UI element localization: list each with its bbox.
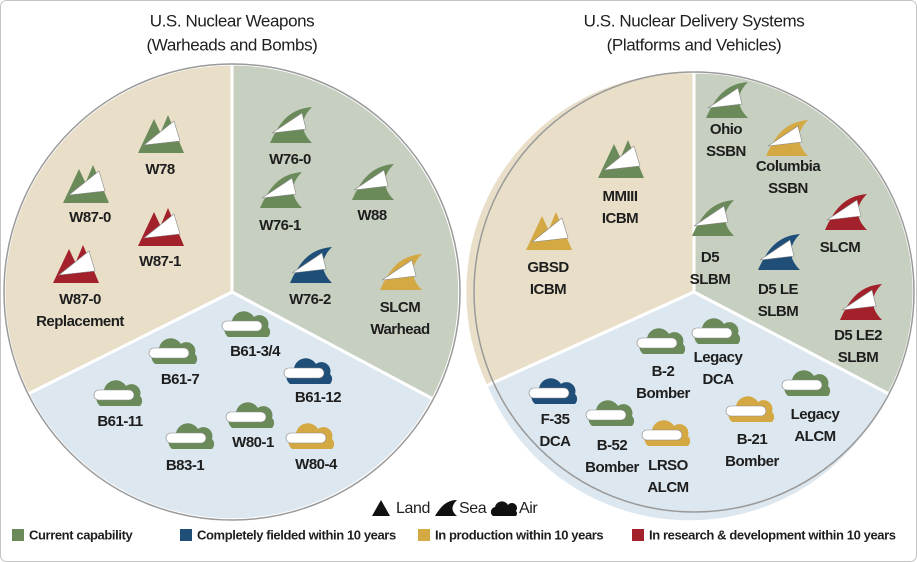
item-label: Bomber	[636, 385, 690, 402]
item-label: W87-1	[139, 253, 181, 270]
item-label: B61-7	[161, 371, 200, 388]
weapon	[692, 328, 732, 338]
item-label: D5 LE	[758, 281, 799, 298]
item-label: B-52	[597, 437, 628, 454]
weapon	[529, 388, 569, 398]
item-label: W87-0	[59, 291, 101, 308]
key-label: Air	[519, 500, 538, 517]
weapon	[637, 338, 677, 348]
weapon	[222, 321, 262, 331]
item-label: DCA	[540, 433, 572, 450]
weapon	[226, 412, 266, 422]
title: U.S. Nuclear Delivery Systems	[584, 11, 805, 30]
item-label: W76-0	[269, 151, 311, 168]
item-label: Columbia	[756, 158, 821, 175]
weapon	[94, 390, 134, 400]
item-label: W80-4	[295, 456, 338, 473]
item-label: D5	[701, 249, 719, 266]
subtitle: (Platforms and Vehicles)	[607, 35, 782, 54]
item-label: ALCM	[647, 479, 688, 496]
subtitle: (Warheads and Bombs)	[147, 35, 318, 54]
item-label: SLCM	[380, 299, 421, 316]
legend-swatch	[632, 529, 644, 541]
weapon	[286, 433, 326, 443]
item-label: W88	[357, 207, 387, 224]
item-label: Replacement	[36, 313, 124, 330]
legend-label: Current capability	[29, 527, 133, 542]
legend-item: Completely fielded within 10 years	[180, 527, 396, 542]
legend-swatch	[418, 529, 430, 541]
key-label: Land	[396, 500, 430, 517]
legend-item: In production within 10 years	[418, 527, 603, 542]
page: U.S. Nuclear Weapons (Warheads and Bombs…	[0, 0, 917, 562]
item-label: B-21	[737, 431, 768, 448]
item-label: B61-3/4	[230, 343, 281, 360]
legend-swatch	[12, 529, 24, 541]
legend-label: Completely fielded within 10 years	[197, 527, 396, 542]
item-label: MMIII	[603, 188, 638, 205]
legend-item: In research & development within 10 year…	[632, 527, 896, 542]
legend-item: Current capability	[12, 527, 133, 542]
item-label: Warhead	[370, 321, 430, 338]
item-label: F-35	[541, 411, 570, 428]
weapon	[726, 406, 766, 416]
item-label: B-2	[652, 363, 675, 380]
item-label: B83-1	[166, 457, 205, 474]
item-label: ICBM	[602, 210, 638, 227]
item-label: Bomber	[725, 453, 779, 470]
weapon	[782, 380, 822, 390]
item-label: GBSD	[527, 259, 569, 276]
legend-label: In research & development within 10 year…	[649, 527, 896, 542]
item-label: D5 LE2	[834, 327, 882, 344]
item-label: ICBM	[530, 281, 566, 298]
legend-label: In production within 10 years	[435, 527, 603, 542]
item-label: SLCM	[820, 239, 861, 256]
item-label: SLBM	[838, 349, 879, 366]
weapon	[586, 410, 626, 420]
weapon	[149, 348, 189, 358]
title: U.S. Nuclear Weapons	[150, 11, 315, 30]
item-label: SSBN	[768, 180, 808, 197]
item: LRSO ALCM	[642, 420, 690, 496]
weapon	[166, 433, 206, 443]
item-label: W76-2	[289, 291, 331, 308]
weapon	[642, 430, 682, 440]
item-label: SLBM	[758, 303, 799, 320]
item-label: SSBN	[706, 143, 746, 160]
item-label: LRSO	[648, 457, 689, 474]
key-label: Sea	[459, 500, 487, 517]
item-label: DCA	[703, 371, 735, 388]
item-label: Legacy	[791, 406, 841, 423]
infographic: U.S. Nuclear Weapons (Warheads and Bombs…	[0, 0, 917, 562]
weapon	[284, 368, 324, 378]
item-label: Bomber	[585, 459, 639, 476]
item-label: Ohio	[710, 121, 742, 138]
item-label: B61-11	[97, 413, 143, 430]
item-label: Legacy	[694, 349, 744, 366]
item-label: B61-12	[295, 389, 341, 406]
item-label: W78	[145, 161, 175, 178]
item-label: W76-1	[259, 217, 301, 234]
key-item: Land	[372, 500, 430, 517]
item-label: SLBM	[690, 271, 731, 288]
item-label: W87-0	[69, 209, 111, 226]
legend-swatch	[180, 529, 192, 541]
item-label: W80-1	[232, 434, 274, 451]
item-label: ALCM	[794, 428, 835, 445]
